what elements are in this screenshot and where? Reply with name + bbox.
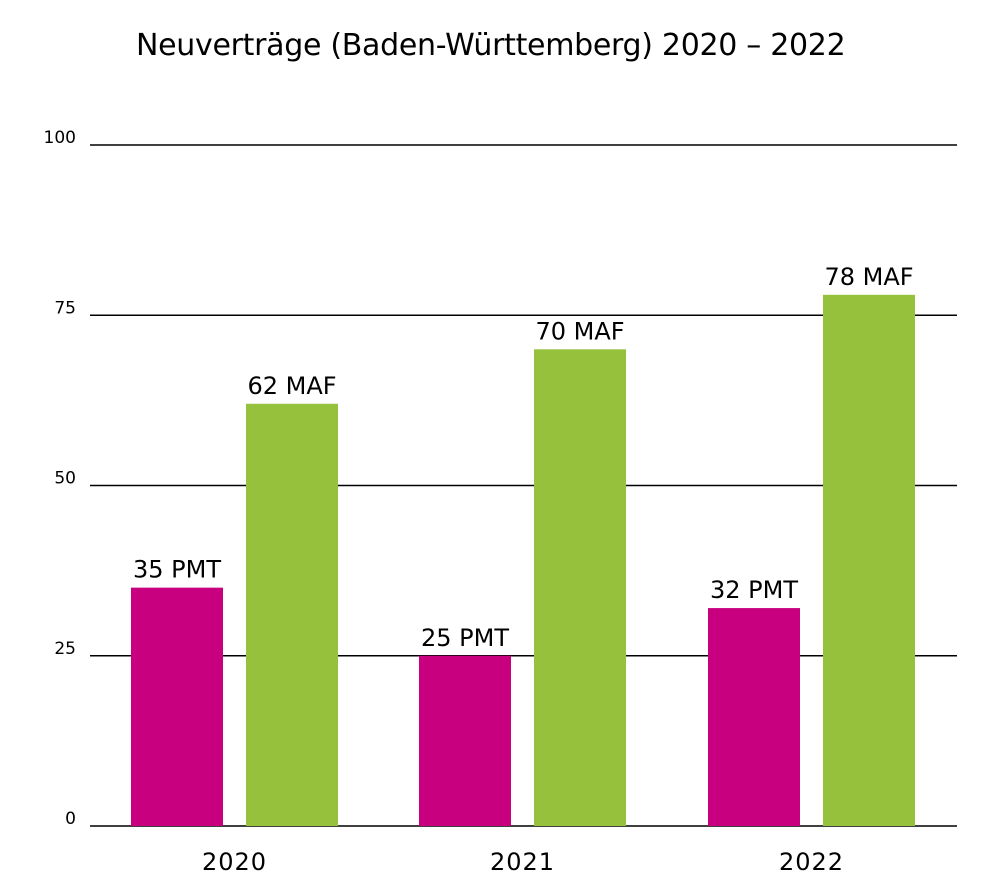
data-labels: 35 PMT 25 PMT 32 PMT 62 MAF 70 MAF 78 MAF	[133, 263, 914, 652]
y-tick-label: 50	[54, 469, 76, 489]
data-label: 70 MAF	[535, 317, 624, 345]
bar-2021-series-2	[534, 349, 626, 826]
gridlines	[90, 144, 957, 827]
data-label: 62 MAF	[247, 372, 336, 400]
y-tick-label: 0	[65, 809, 76, 829]
data-label: 32 PMT	[710, 576, 798, 604]
bar-2022-series-2	[823, 294, 915, 826]
bar-2020-series-2	[246, 403, 338, 826]
data-label: 35 PMT	[133, 556, 221, 584]
x-tick-label: 2020	[202, 848, 267, 876]
bars	[131, 294, 915, 826]
y-tick-label: 100	[44, 128, 76, 148]
x-axis-ticks: 2020 2021 2022	[202, 848, 844, 876]
data-label: 25 PMT	[421, 624, 509, 652]
chart-title: Neuverträge (Baden-Württemberg) 2020 – 2…	[136, 28, 846, 63]
bar-2022-series-1	[708, 608, 800, 826]
x-tick-label: 2022	[779, 848, 844, 876]
x-tick-label: 2021	[490, 848, 555, 876]
bar-2021-series-1	[419, 655, 511, 826]
bar-2020-series-1	[131, 587, 223, 826]
y-axis-ticks: 0 25 50 75 100	[44, 128, 76, 829]
y-tick-label: 25	[54, 639, 76, 659]
data-label: 78 MAF	[824, 263, 913, 291]
y-tick-label: 75	[54, 298, 76, 318]
